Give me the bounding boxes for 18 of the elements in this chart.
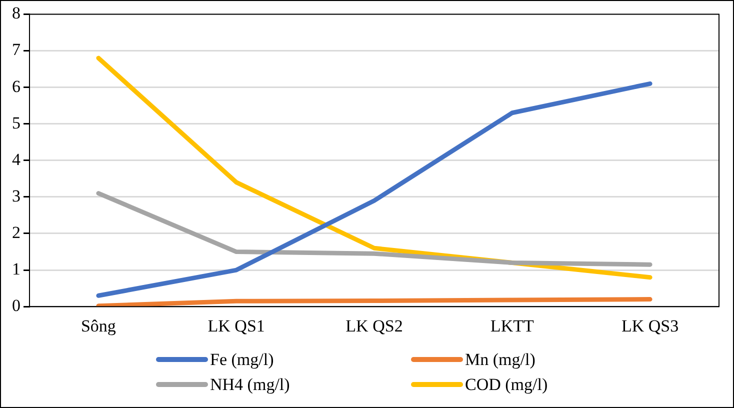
y-tick-label: 1 bbox=[12, 260, 20, 279]
x-tick-label: LK QS3 bbox=[621, 316, 679, 336]
legend-label: Fe (mg/l) bbox=[210, 349, 274, 371]
y-tick-label: 8 bbox=[12, 4, 20, 23]
y-tick-label: 7 bbox=[12, 40, 21, 60]
y-tick-label: 2 bbox=[12, 222, 20, 242]
legend-label: NH4 (mg/l) bbox=[210, 374, 290, 396]
y-tick-label: 3 bbox=[12, 186, 20, 206]
x-tick-label: LK QS1 bbox=[208, 316, 265, 336]
x-tick-label: LKTT bbox=[490, 316, 534, 336]
y-tick-label: 4 bbox=[12, 150, 21, 169]
legend-label: Mn (mg/l) bbox=[465, 349, 536, 371]
x-tick-label: LK QS2 bbox=[346, 316, 403, 336]
x-tick-label: Sông bbox=[80, 316, 116, 336]
y-tick-label: 0 bbox=[12, 296, 20, 316]
y-tick-label: 6 bbox=[12, 76, 20, 96]
legend-label: COD (mg/l) bbox=[465, 374, 548, 396]
y-tick-label: 5 bbox=[12, 113, 20, 132]
